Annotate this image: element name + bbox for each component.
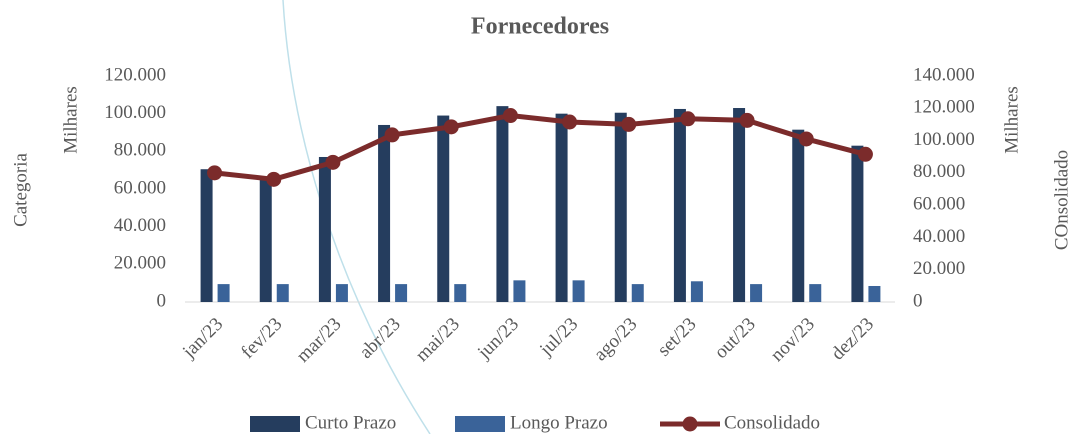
y2-tick-label: 120.000: [913, 97, 975, 118]
bar: [437, 115, 450, 302]
bar: [335, 284, 348, 302]
y2-tick-label: 140.000: [913, 64, 975, 85]
marker: [562, 114, 578, 130]
marker: [384, 127, 400, 143]
bar: [572, 280, 585, 302]
y-title: Categoria: [10, 153, 31, 227]
bar: [631, 284, 644, 302]
marker: [443, 119, 459, 135]
bar: [614, 112, 627, 302]
legend-swatch: [682, 416, 698, 432]
line: [214, 113, 867, 182]
bar: [378, 124, 391, 302]
y-tick-label: 20.000: [114, 253, 166, 274]
legend-swatch: [250, 416, 300, 432]
legend-label: Curto Prazo: [305, 412, 396, 433]
marker: [207, 165, 223, 181]
x-tick-label: jul/23: [535, 314, 582, 361]
x-tick-label: set/23: [654, 314, 701, 361]
y-tick-label: 120.000: [104, 64, 166, 85]
bar: [555, 113, 568, 303]
chart-title: Fornecedores: [471, 14, 609, 40]
legend-label: Longo Prazo: [510, 412, 608, 433]
y2-label: Milhares: [1001, 86, 1022, 154]
y2-tick-label: 80.000: [913, 161, 965, 182]
x-tick-label: jun/23: [473, 314, 523, 364]
y-tick-label: 0: [157, 290, 167, 311]
x-tick-label: mai/23: [412, 314, 464, 366]
x-tick-label: out/23: [711, 314, 760, 363]
bar: [690, 281, 703, 302]
bar: [792, 129, 805, 302]
marker: [502, 108, 518, 124]
bar: [395, 284, 408, 302]
y2-title: COnsolidado: [1051, 150, 1070, 250]
y2-tick-label: 0: [913, 290, 923, 311]
bar: [318, 156, 331, 302]
bar: [454, 284, 467, 302]
y-tick-label: 40.000: [114, 215, 166, 236]
bar: [217, 284, 230, 302]
y2-tick-label: 100.000: [913, 129, 975, 150]
marker: [621, 116, 637, 132]
bar: [750, 284, 763, 302]
marker: [739, 112, 755, 128]
bar: [868, 285, 881, 302]
marker: [325, 154, 341, 170]
legend-label: Consolidado: [724, 412, 820, 433]
bar: [513, 280, 526, 302]
bar: [200, 169, 213, 302]
x-tick-label: jan/23: [178, 314, 227, 363]
y-tick-label: 80.000: [114, 140, 166, 161]
marker: [680, 111, 696, 127]
bar: [809, 284, 822, 302]
bar: [673, 108, 686, 302]
y-tick-label: 60.000: [114, 177, 166, 198]
bar: [496, 106, 509, 302]
y2-tick-label: 40.000: [913, 226, 965, 247]
legend-swatch: [455, 416, 505, 432]
y-label: Milhares: [60, 86, 81, 154]
bar: [851, 145, 864, 302]
marker: [857, 146, 873, 162]
decoration-arc: [282, 0, 431, 434]
y2-tick-label: 60.000: [913, 194, 965, 215]
x-tick-label: nov/23: [767, 314, 819, 366]
marker: [798, 131, 814, 147]
y2-tick-label: 20.000: [913, 258, 965, 279]
y-tick-label: 100.000: [104, 102, 166, 123]
bar: [276, 284, 289, 302]
marker: [266, 171, 282, 187]
x-tick-label: abr/23: [356, 314, 405, 363]
bar: [259, 177, 272, 302]
x-tick-label: ago/23: [590, 314, 641, 365]
x-tick-label: mar/23: [293, 314, 346, 367]
x-tick-label: dez/23: [827, 314, 878, 365]
x-tick-label: fev/23: [237, 314, 286, 363]
bar: [733, 108, 746, 303]
